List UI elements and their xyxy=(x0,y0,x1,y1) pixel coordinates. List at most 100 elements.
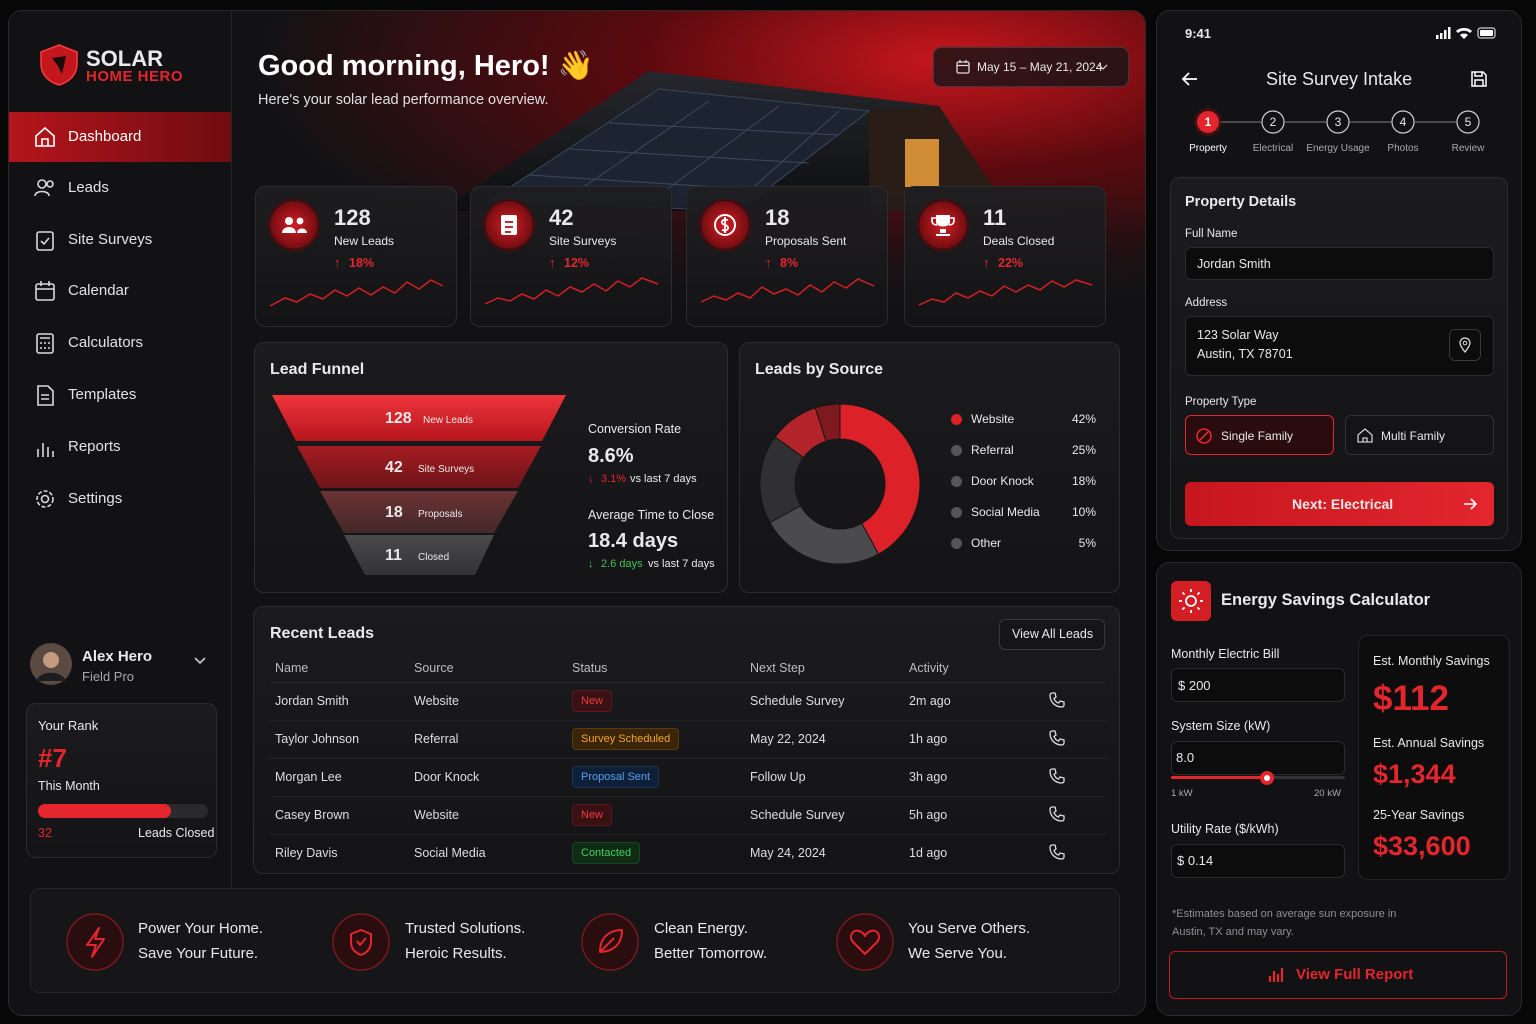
legend-value: 42% xyxy=(1071,412,1096,426)
field-value: 123 Solar Way xyxy=(1197,328,1279,342)
table-cell: Website xyxy=(408,682,566,721)
survey-title: Site Survey Intake xyxy=(1266,69,1413,89)
step-number: 2 xyxy=(1269,115,1277,129)
legend-label: Other xyxy=(971,536,1002,550)
table-header: Name Source Status Next Step Activity xyxy=(269,655,1107,683)
location-button[interactable] xyxy=(1449,329,1481,361)
nav-label[interactable]: Calculators xyxy=(68,334,144,351)
option-label[interactable]: Single Family xyxy=(1221,429,1294,443)
full-name-input[interactable] xyxy=(1185,247,1494,280)
property-type-option[interactable] xyxy=(1345,415,1494,455)
funnel-label: Closed xyxy=(418,552,450,563)
savings-value: $1,344 xyxy=(1373,759,1456,789)
nav-label[interactable]: Settings xyxy=(68,490,123,507)
table-cell: 2m ago xyxy=(903,682,1043,721)
funnel-graphic xyxy=(272,395,566,575)
option-label[interactable]: Multi Family xyxy=(1381,429,1446,443)
table-body: Jordan Smith Website New Schedule Survey 2m … xyxy=(269,682,1107,872)
status-badge: Contacted xyxy=(572,842,641,865)
call-cell xyxy=(1043,758,1107,797)
kpi-value: 42 xyxy=(549,205,574,230)
rank-count-label: Leads Closed xyxy=(138,826,215,840)
view-all-label[interactable]: View All Leads xyxy=(1012,627,1094,641)
user-menu-chevron[interactable] xyxy=(194,657,206,665)
save-button[interactable] xyxy=(1471,71,1487,87)
next-button[interactable] xyxy=(1185,482,1494,526)
address-input[interactable] xyxy=(1185,316,1494,376)
status-badge: New xyxy=(572,804,613,826)
table-cell: Survey Scheduled xyxy=(566,720,744,759)
date-range-picker[interactable] xyxy=(933,47,1129,87)
funnel-label: Proposals xyxy=(418,509,463,520)
field-label: Monthly Electric Bill xyxy=(1171,647,1280,661)
call-button[interactable] xyxy=(1049,805,1065,822)
next-button-label[interactable]: Next: Electrical xyxy=(1292,496,1394,512)
legend-dot xyxy=(951,507,962,518)
metric-value: 18.4 days xyxy=(588,530,679,552)
legend-dot xyxy=(951,414,962,425)
report-button[interactable] xyxy=(1169,951,1507,999)
nav-label[interactable]: Calendar xyxy=(68,282,129,299)
footer-strip xyxy=(30,888,1120,993)
legend-value: 18% xyxy=(1071,474,1096,488)
kpi-change: 18% xyxy=(349,256,375,270)
field-label: System Size (kW) xyxy=(1171,719,1271,733)
call-button[interactable] xyxy=(1049,729,1065,746)
size-input[interactable] xyxy=(1171,741,1345,775)
option-icon xyxy=(1357,428,1373,443)
kpi-value: 18 xyxy=(765,205,790,230)
legend-label: Website xyxy=(971,412,1015,426)
call-cell xyxy=(1043,796,1107,835)
legend-label: Social Media xyxy=(971,505,1040,519)
leads-table: Name Source Status Next Step Activity Jordan … xyxy=(269,655,1107,872)
kpi-label: Deals Closed xyxy=(983,234,1055,248)
report-button-label[interactable]: View Full Report xyxy=(1296,966,1414,983)
back-button[interactable] xyxy=(1181,72,1198,86)
funnel-value: 18 xyxy=(385,504,403,521)
legend-dot xyxy=(951,538,962,549)
legend-label: Referral xyxy=(971,443,1014,457)
column-header-actions xyxy=(1043,655,1107,683)
call-button[interactable] xyxy=(1049,844,1065,860)
table-cell: Door Knock xyxy=(408,758,566,797)
property-type-option-selected[interactable] xyxy=(1185,415,1334,455)
call-cell xyxy=(1043,834,1107,872)
rate-input[interactable] xyxy=(1171,844,1345,878)
footer-icons xyxy=(66,913,894,971)
nav-label[interactable]: Leads xyxy=(68,179,109,196)
legend-dot xyxy=(951,476,962,487)
legend-dot xyxy=(951,445,962,456)
tagline-line: Trusted Solutions. xyxy=(405,920,526,937)
nav-label[interactable]: Templates xyxy=(68,386,137,403)
nav-label[interactable]: Dashboard xyxy=(68,128,142,145)
user-name: Alex Hero xyxy=(82,648,153,665)
metric-change-arrow: ↓ xyxy=(588,558,594,570)
lead-row: Casey Brown Website New Schedule Survey 5h a… xyxy=(269,796,1107,835)
lead-row: Taylor Johnson Referral Survey Scheduled Ma… xyxy=(269,720,1107,759)
column-header: Next Step xyxy=(744,655,903,683)
table-cell: Proposal Sent xyxy=(566,758,744,797)
bill-input[interactable] xyxy=(1171,668,1345,702)
nav-label[interactable]: Reports xyxy=(68,438,121,455)
legend-label: Door Knock xyxy=(971,474,1034,488)
size-slider[interactable] xyxy=(1171,770,1345,786)
status-badge: New xyxy=(572,690,613,712)
sidebar-divider xyxy=(231,10,232,888)
slider-max: 20 kW xyxy=(1314,788,1341,799)
nav-item-active[interactable] xyxy=(9,112,231,162)
nav-label[interactable]: Site Surveys xyxy=(68,231,153,248)
call-cell xyxy=(1043,720,1107,759)
view-all-button[interactable] xyxy=(999,619,1105,650)
lead-row: Jordan Smith Website New Schedule Survey 2m … xyxy=(269,682,1107,721)
subtitle: Here's your solar lead performance overv… xyxy=(258,92,549,108)
section-title: Property Details xyxy=(1185,194,1297,210)
call-button[interactable] xyxy=(1049,767,1065,784)
step-label: Energy Usage xyxy=(1306,143,1370,154)
call-button[interactable] xyxy=(1049,691,1065,708)
location-icon xyxy=(1459,337,1471,354)
calculator-title: Energy Savings Calculator xyxy=(1221,591,1431,609)
table-cell: Schedule Survey xyxy=(744,796,903,835)
table-cell: May 22, 2024 xyxy=(744,720,903,759)
table-cell: New xyxy=(566,682,744,721)
